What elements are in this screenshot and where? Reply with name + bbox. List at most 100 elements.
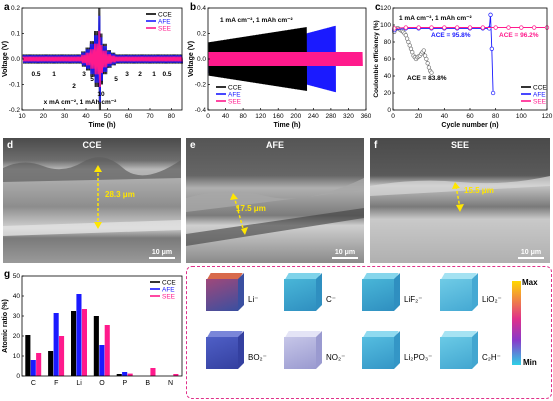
panel-title-d: CCE [82, 140, 102, 150]
y-tick-label: 0 [16, 373, 20, 380]
x-tick-label: 70 [146, 113, 154, 120]
sem-image-f: f SEE 15.5 μm 10 μm [370, 138, 550, 263]
rate-label: 2 [138, 71, 142, 78]
panel-label-a: a [4, 2, 10, 13]
data-point-see [416, 25, 421, 30]
cube-side-face [316, 273, 322, 311]
bar-see-o [104, 325, 110, 376]
ace-afe-label: ACE = 95.8% [431, 32, 471, 39]
bar-cce-c [25, 335, 31, 376]
y-tick-label: 120 [380, 5, 391, 12]
sem-texture-d [3, 138, 181, 263]
panel-label-b: b [190, 2, 196, 13]
data-point-see [493, 25, 498, 30]
rate-label: 0.5 [162, 71, 171, 78]
rate-label: 2 [72, 83, 76, 90]
cube-front-face [206, 337, 238, 369]
tof-sims-cube [440, 331, 478, 369]
data-point-see [532, 25, 537, 30]
x-tick-label: 20 [40, 113, 48, 120]
x-tick-label: 160 [273, 113, 284, 120]
y-tick-label: 0 [387, 107, 391, 114]
species-label: LiO₂⁻ [482, 295, 502, 304]
rate-label: 1 [52, 71, 56, 78]
data-point-see [455, 25, 460, 30]
chart-a-voltage-rate: a 10 20 30 40 50 60 70 80 0.2 0.1 0.0 -0.1 -0.2 Time (… [2, 2, 183, 129]
x-axis-title: Time (h) [88, 122, 115, 129]
species-label: Li₂PO₃⁻ [404, 353, 433, 362]
y-tick-label: 40 [13, 293, 21, 300]
x-tick-label: 20 [415, 113, 423, 120]
sem-image-e: e AFE 17.5 μm 10 μm [186, 138, 364, 263]
data-point-see [429, 25, 434, 30]
cube-front-face [206, 279, 238, 311]
thickness-label-f: 15.5 μm [464, 186, 494, 195]
x-tick-label: 0 [391, 113, 395, 120]
legend-label-cce: CCE [533, 85, 547, 92]
sem-texture-e [186, 138, 364, 263]
tof-sims-cube [284, 331, 322, 369]
x-tick-label: Li [76, 380, 82, 387]
series-see [22, 30, 183, 88]
x-tick-label: 0 [206, 113, 210, 120]
y-tick-label: 10 [13, 353, 21, 360]
y-tick-label: -0.4 [195, 107, 207, 114]
species-label: NO₂⁻ [326, 353, 346, 362]
panel-label-d: d [7, 140, 14, 151]
x-tick-label: 40 [82, 113, 90, 120]
y-axis-title: Atomic ratio (%) [2, 299, 9, 353]
legend-label-afe: AFE [158, 19, 171, 26]
rate-label: 5 [114, 76, 118, 83]
tof-sims-cube [362, 331, 400, 369]
y-axis-title: Voltage (V) [2, 41, 9, 77]
bar-see-b [150, 368, 156, 376]
data-point-afe [489, 46, 494, 51]
cube-side-face [394, 331, 400, 369]
bar-see-n [173, 374, 179, 376]
species-label: C₂H⁻ [482, 353, 501, 362]
chart-g-atomic-ratio: C F Li O P B Ng 50 40 30 20 10 0 Atomic ratio (%) CCEA… [2, 269, 183, 387]
cube-front-face [284, 337, 316, 369]
x-tick-label: N [168, 380, 173, 387]
y-tick-label: 30 [13, 313, 21, 320]
legend-label-cce: CCE [158, 12, 172, 19]
data-point-cce [425, 61, 430, 66]
panel-label-g: g [4, 269, 10, 280]
rate-label: 3 [125, 71, 129, 78]
y-axis-title: Coulombic efficiency (%) [373, 20, 380, 97]
y-tick-label: 50 [13, 273, 21, 280]
legend-label-afe: AFE [228, 92, 241, 99]
x-tick-label: B [145, 380, 150, 387]
data-point-see [467, 25, 473, 30]
x-axis-title: Cycle number (n) [441, 122, 498, 129]
rate-label: 10 [97, 91, 105, 98]
y-tick-label: 20 [384, 90, 392, 97]
x-tick-label: 80 [239, 113, 247, 120]
x-tick-label: 240 [308, 113, 319, 120]
data-point-see [506, 25, 511, 30]
y-tick-label: 0.1 [11, 31, 20, 38]
data-point-see [480, 25, 485, 30]
y-tick-label: 0.0 [11, 56, 20, 63]
thickness-arrow-f [452, 182, 464, 212]
thickness-arrow-e [230, 193, 248, 235]
scale-bar-f: 10 μm [518, 248, 544, 259]
x-tick-label: 60 [466, 113, 474, 120]
cube-front-face [362, 279, 394, 311]
y-tick-label: 0.4 [197, 5, 206, 12]
panel-label-f: f [374, 140, 378, 151]
x-tick-label: 40 [441, 113, 449, 120]
x-tick-label: 120 [255, 113, 266, 120]
thickness-arrow-d [94, 165, 102, 229]
bar-afe-p [122, 372, 128, 376]
rate-condition-note: x mA cm⁻², 1 mAh cm⁻² [44, 99, 118, 106]
bar-see-li [81, 309, 87, 376]
tof-sims-cube [284, 273, 322, 311]
y-tick-label: 0.2 [197, 31, 206, 38]
species-label: Li⁻ [248, 295, 259, 304]
tof-sims-cube [440, 273, 478, 311]
tof-sims-cube [206, 273, 244, 311]
chart-b-voltage-long: b 0 40 80 120 160 200 240 280 320 360 0.4 0.2 0.0 -0.2… [188, 2, 371, 129]
species-label: BO₂⁻ [248, 353, 267, 362]
x-tick-label: 60 [125, 113, 133, 120]
